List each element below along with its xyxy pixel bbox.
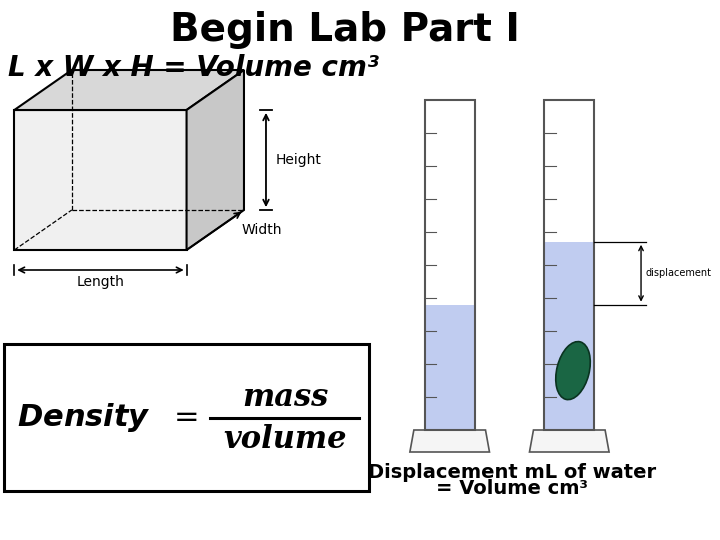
Text: Height: Height [276, 153, 321, 167]
Text: mass: mass [242, 381, 328, 413]
Polygon shape [529, 430, 609, 452]
Text: displacement: displacement [646, 268, 712, 278]
Polygon shape [186, 70, 244, 250]
Polygon shape [425, 305, 474, 430]
Text: = Volume cm³: = Volume cm³ [436, 478, 588, 497]
Text: Begin Lab Part I: Begin Lab Part I [169, 11, 519, 49]
Text: volume: volume [223, 423, 347, 455]
Polygon shape [14, 70, 244, 110]
Text: Displacement mL of water: Displacement mL of water [368, 462, 656, 482]
Text: L x W x H = Volume cm³: L x W x H = Volume cm³ [8, 54, 379, 82]
Text: Length: Length [76, 275, 125, 289]
Polygon shape [544, 242, 594, 430]
Ellipse shape [556, 342, 590, 400]
Polygon shape [410, 430, 490, 452]
FancyBboxPatch shape [4, 344, 369, 491]
Text: $\bfit{Density}$  $=$: $\bfit{Density}$ $=$ [17, 402, 198, 435]
Polygon shape [14, 110, 186, 250]
Text: Width: Width [241, 223, 282, 237]
